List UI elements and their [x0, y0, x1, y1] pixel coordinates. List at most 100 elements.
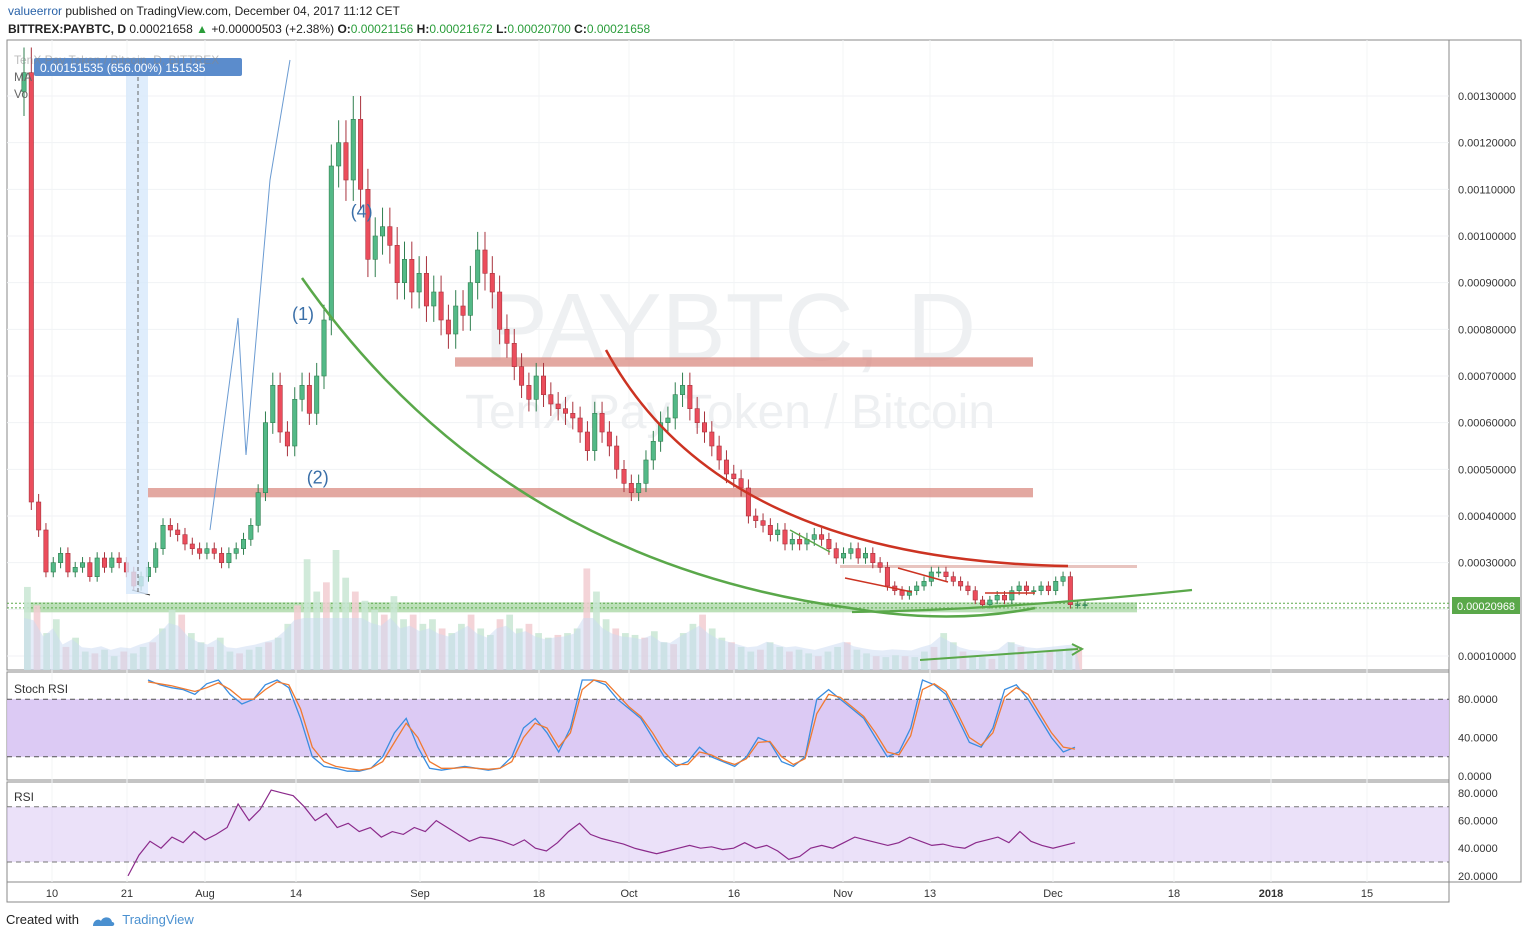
candle-body — [562, 408, 568, 414]
candle-body — [167, 525, 173, 531]
candle-body — [723, 459, 729, 475]
candle-body — [409, 259, 415, 293]
price-tick-label: 0.00040000 — [1458, 511, 1516, 523]
candle-body — [87, 562, 93, 577]
candle-body — [497, 291, 503, 330]
rsi-band — [7, 806, 1449, 863]
candle-body — [1075, 604, 1081, 606]
stoch-band — [7, 699, 1449, 757]
candle-body — [343, 142, 349, 181]
candle-body — [58, 553, 64, 563]
up-arrow-icon: ▲ — [196, 22, 208, 36]
candle-body — [943, 571, 949, 577]
candle-body — [211, 548, 217, 554]
volume-bar — [1075, 646, 1083, 670]
candle-body — [687, 385, 693, 409]
candle-body — [694, 408, 700, 423]
tradingview-link[interactable]: TradingView — [122, 912, 194, 927]
candle-body — [950, 576, 956, 582]
rsi-tick-label: 20.0000 — [1458, 871, 1498, 883]
candle-body — [636, 483, 642, 493]
candle-body — [987, 599, 993, 605]
minor-resistance-line — [840, 565, 1137, 568]
time-tick-label: 2018 — [1259, 888, 1283, 900]
candle-body — [504, 329, 510, 344]
publish-header: valueerror published on TradingView.com,… — [8, 4, 400, 18]
price-tick-label: 0.00070000 — [1458, 371, 1516, 383]
candle-body — [548, 394, 554, 405]
candle-body — [197, 548, 203, 554]
candle-body — [219, 553, 225, 563]
candle-body — [738, 478, 744, 489]
candle-body — [50, 562, 56, 573]
candle-body — [665, 417, 671, 423]
candle-body — [372, 235, 378, 260]
candle-body — [628, 483, 634, 493]
zones — [7, 357, 1449, 613]
resistance-zone — [455, 357, 1033, 367]
price-pane[interactable] — [6, 39, 1450, 671]
candle-body — [482, 249, 488, 274]
candle-body — [21, 72, 27, 92]
candle-body — [958, 581, 964, 587]
candle-body — [109, 557, 115, 568]
candle-body — [262, 422, 268, 493]
time-tick-label: Sep — [410, 888, 430, 900]
candle-body — [577, 417, 583, 433]
measure-highlight — [126, 70, 148, 594]
rsi-line — [7, 789, 1449, 877]
green-rising-curve — [851, 588, 1193, 614]
rsi-title: RSI — [14, 790, 34, 804]
open-label: O: — [337, 22, 351, 36]
green-cup-curve — [300, 277, 1036, 618]
last-price-badge — [1452, 597, 1520, 614]
candle-body — [972, 590, 978, 601]
candle-body — [460, 305, 466, 316]
candle-body — [570, 413, 576, 419]
candle-body — [841, 553, 847, 559]
candle-body — [241, 539, 247, 549]
time-axis[interactable] — [6, 881, 1450, 903]
candle-body — [855, 548, 861, 559]
candle-body — [716, 445, 722, 461]
candle-body — [467, 282, 473, 316]
candle-body — [643, 459, 649, 484]
candle-body — [328, 165, 334, 321]
candle-body — [101, 557, 107, 568]
candle-body — [672, 394, 678, 419]
price-tick-label: 0.00030000 — [1458, 558, 1516, 570]
measure-label: 0.00151535 (656.00%) 151535 — [40, 61, 206, 75]
stoch-tick-label: 40.0000 — [1458, 733, 1498, 745]
price-tick-label: 0.00080000 — [1458, 324, 1516, 336]
candle-body — [533, 375, 539, 400]
open-value: 0.00021156 — [350, 22, 414, 36]
candle-body — [1009, 590, 1015, 601]
price-axis[interactable] — [1448, 39, 1522, 883]
candle-body — [94, 557, 100, 577]
candle-body — [702, 422, 707, 433]
publish-info: published on TradingView.com, December 0… — [65, 4, 400, 18]
stoch-tick-label: 0.0000 — [1458, 771, 1492, 783]
candle-body — [811, 534, 817, 540]
legend-name-fragment: TenX Pay Token / Bitcoin, D, BITTREX — [14, 53, 219, 67]
close-value: 0.00021658 — [586, 22, 651, 36]
candle-body — [936, 571, 942, 574]
author-link[interactable]: valueerror — [8, 4, 63, 18]
candle-body — [445, 319, 451, 335]
wave-label: (2) — [307, 467, 329, 487]
time-tick-label: 14 — [290, 888, 302, 900]
green-trend-line — [789, 529, 831, 553]
candle-body — [80, 562, 86, 568]
candle-body — [160, 525, 166, 549]
candle-body — [1023, 585, 1029, 591]
price-tick-label: 0.00060000 — [1458, 418, 1516, 430]
candle-body — [1002, 595, 1008, 601]
candle-body — [226, 553, 232, 563]
candle-body — [592, 413, 598, 451]
candle-body — [1038, 585, 1044, 591]
stoch-d-line — [147, 679, 1076, 771]
chart-canvas[interactable]: PAYBTC, D TenX Pay Token / Bitcoin 0.001… — [0, 0, 1528, 910]
candle-body — [621, 469, 627, 484]
candles — [21, 47, 1088, 609]
candle-body — [475, 249, 481, 283]
